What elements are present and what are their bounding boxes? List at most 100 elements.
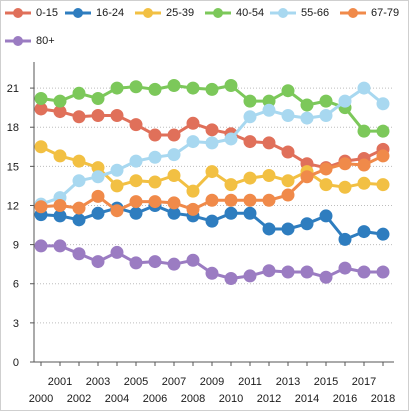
data-point-67-79 [167,196,181,210]
data-point-67-79 [129,195,143,209]
data-point-80+ [205,266,219,280]
data-point-55-66 [300,111,314,125]
x-tick-label: 2001 [48,376,72,388]
y-tick-label: 6 [13,279,19,291]
data-point-55-66 [319,108,333,122]
data-point-0-15 [148,128,162,142]
legend-label: 16-24 [96,7,125,19]
data-point-55-66 [205,136,219,150]
data-point-25-39 [205,165,219,179]
data-point-67-79 [34,200,48,214]
x-tick-label: 2003 [86,376,110,388]
legend-label: 55-66 [301,7,330,19]
x-tick-label: 2017 [352,376,376,388]
legend-swatch [270,8,296,18]
data-point-80+ [167,257,181,271]
legend-label: 40-54 [236,7,265,19]
y-tick-label: 0 [13,357,19,369]
data-point-16-24 [281,222,295,236]
data-point-16-24 [338,232,352,246]
data-point-40-54 [91,92,105,106]
data-point-55-66 [129,154,143,168]
data-point-0-15 [91,108,105,122]
data-point-80+ [110,245,124,259]
x-tick-label: 2014 [295,393,319,405]
x-tick-label: 2013 [276,376,300,388]
data-point-55-66 [186,135,200,149]
data-point-67-79 [338,157,352,171]
x-tick-label: 2000 [29,393,53,405]
data-point-25-39 [72,154,86,168]
data-point-25-39 [148,175,162,189]
x-tick-label: 2004 [105,393,129,405]
data-point-80+ [300,265,314,279]
data-point-67-79 [53,198,67,212]
data-point-40-54 [224,78,238,92]
data-point-55-66 [148,150,162,164]
legend-label: 0-15 [36,7,59,19]
data-point-40-54 [186,81,200,95]
data-point-40-54 [281,84,295,98]
data-point-16-24 [224,206,238,220]
x-tick-label: 2002 [67,393,91,405]
data-point-25-39 [376,178,390,192]
legend-swatch [5,36,31,46]
data-point-40-54 [34,92,48,106]
data-point-16-24 [129,206,143,220]
legend-label: 67-79 [371,7,400,19]
data-point-55-66 [167,148,181,162]
data-point-25-39 [243,171,257,185]
data-point-16-24 [243,206,257,220]
data-point-16-24 [376,227,390,241]
data-point-67-79 [91,189,105,203]
data-point-67-79 [376,149,390,163]
data-point-55-66 [110,163,124,177]
x-tick-label: 2015 [314,376,338,388]
data-point-16-24 [205,214,219,228]
data-point-67-79 [262,193,276,207]
legend-swatch [135,8,161,18]
legend-swatch [340,8,366,18]
x-tick-label: 2012 [257,393,281,405]
data-point-25-39 [357,176,371,190]
data-point-80+ [34,239,48,253]
data-point-40-54 [357,124,371,138]
data-point-16-24 [300,217,314,231]
data-point-40-54 [376,124,390,138]
data-point-67-79 [72,201,86,215]
data-point-80+ [243,269,257,283]
data-point-16-24 [319,209,333,223]
x-tick-label: 2010 [219,393,243,405]
data-point-80+ [91,255,105,269]
data-point-0-15 [262,136,276,150]
data-point-80+ [357,265,371,279]
data-point-0-15 [186,116,200,130]
y-tick-label: 15 [7,161,19,173]
data-point-25-39 [110,179,124,193]
legend-label: 80+ [36,35,55,47]
x-tick-label: 2008 [181,393,205,405]
y-tick-label: 21 [7,83,19,95]
data-point-16-24 [91,206,105,220]
data-point-67-79 [300,170,314,184]
x-tick-label: 2016 [333,393,357,405]
data-point-25-39 [34,140,48,154]
data-point-80+ [319,270,333,284]
legend-label: 25-39 [166,7,195,19]
data-point-80+ [186,253,200,267]
x-tick-label: 2007 [162,376,186,388]
data-point-0-15 [243,135,257,149]
y-tick-label: 12 [7,200,19,212]
data-point-55-66 [243,110,257,124]
data-point-80+ [53,239,67,253]
data-point-0-15 [281,145,295,159]
data-point-25-39 [129,174,143,188]
data-point-25-39 [167,168,181,182]
data-point-55-66 [376,97,390,111]
data-point-16-24 [357,225,371,239]
data-point-16-24 [262,222,276,236]
data-point-25-39 [319,178,333,192]
data-point-67-79 [357,158,371,172]
data-point-0-15 [110,108,124,122]
